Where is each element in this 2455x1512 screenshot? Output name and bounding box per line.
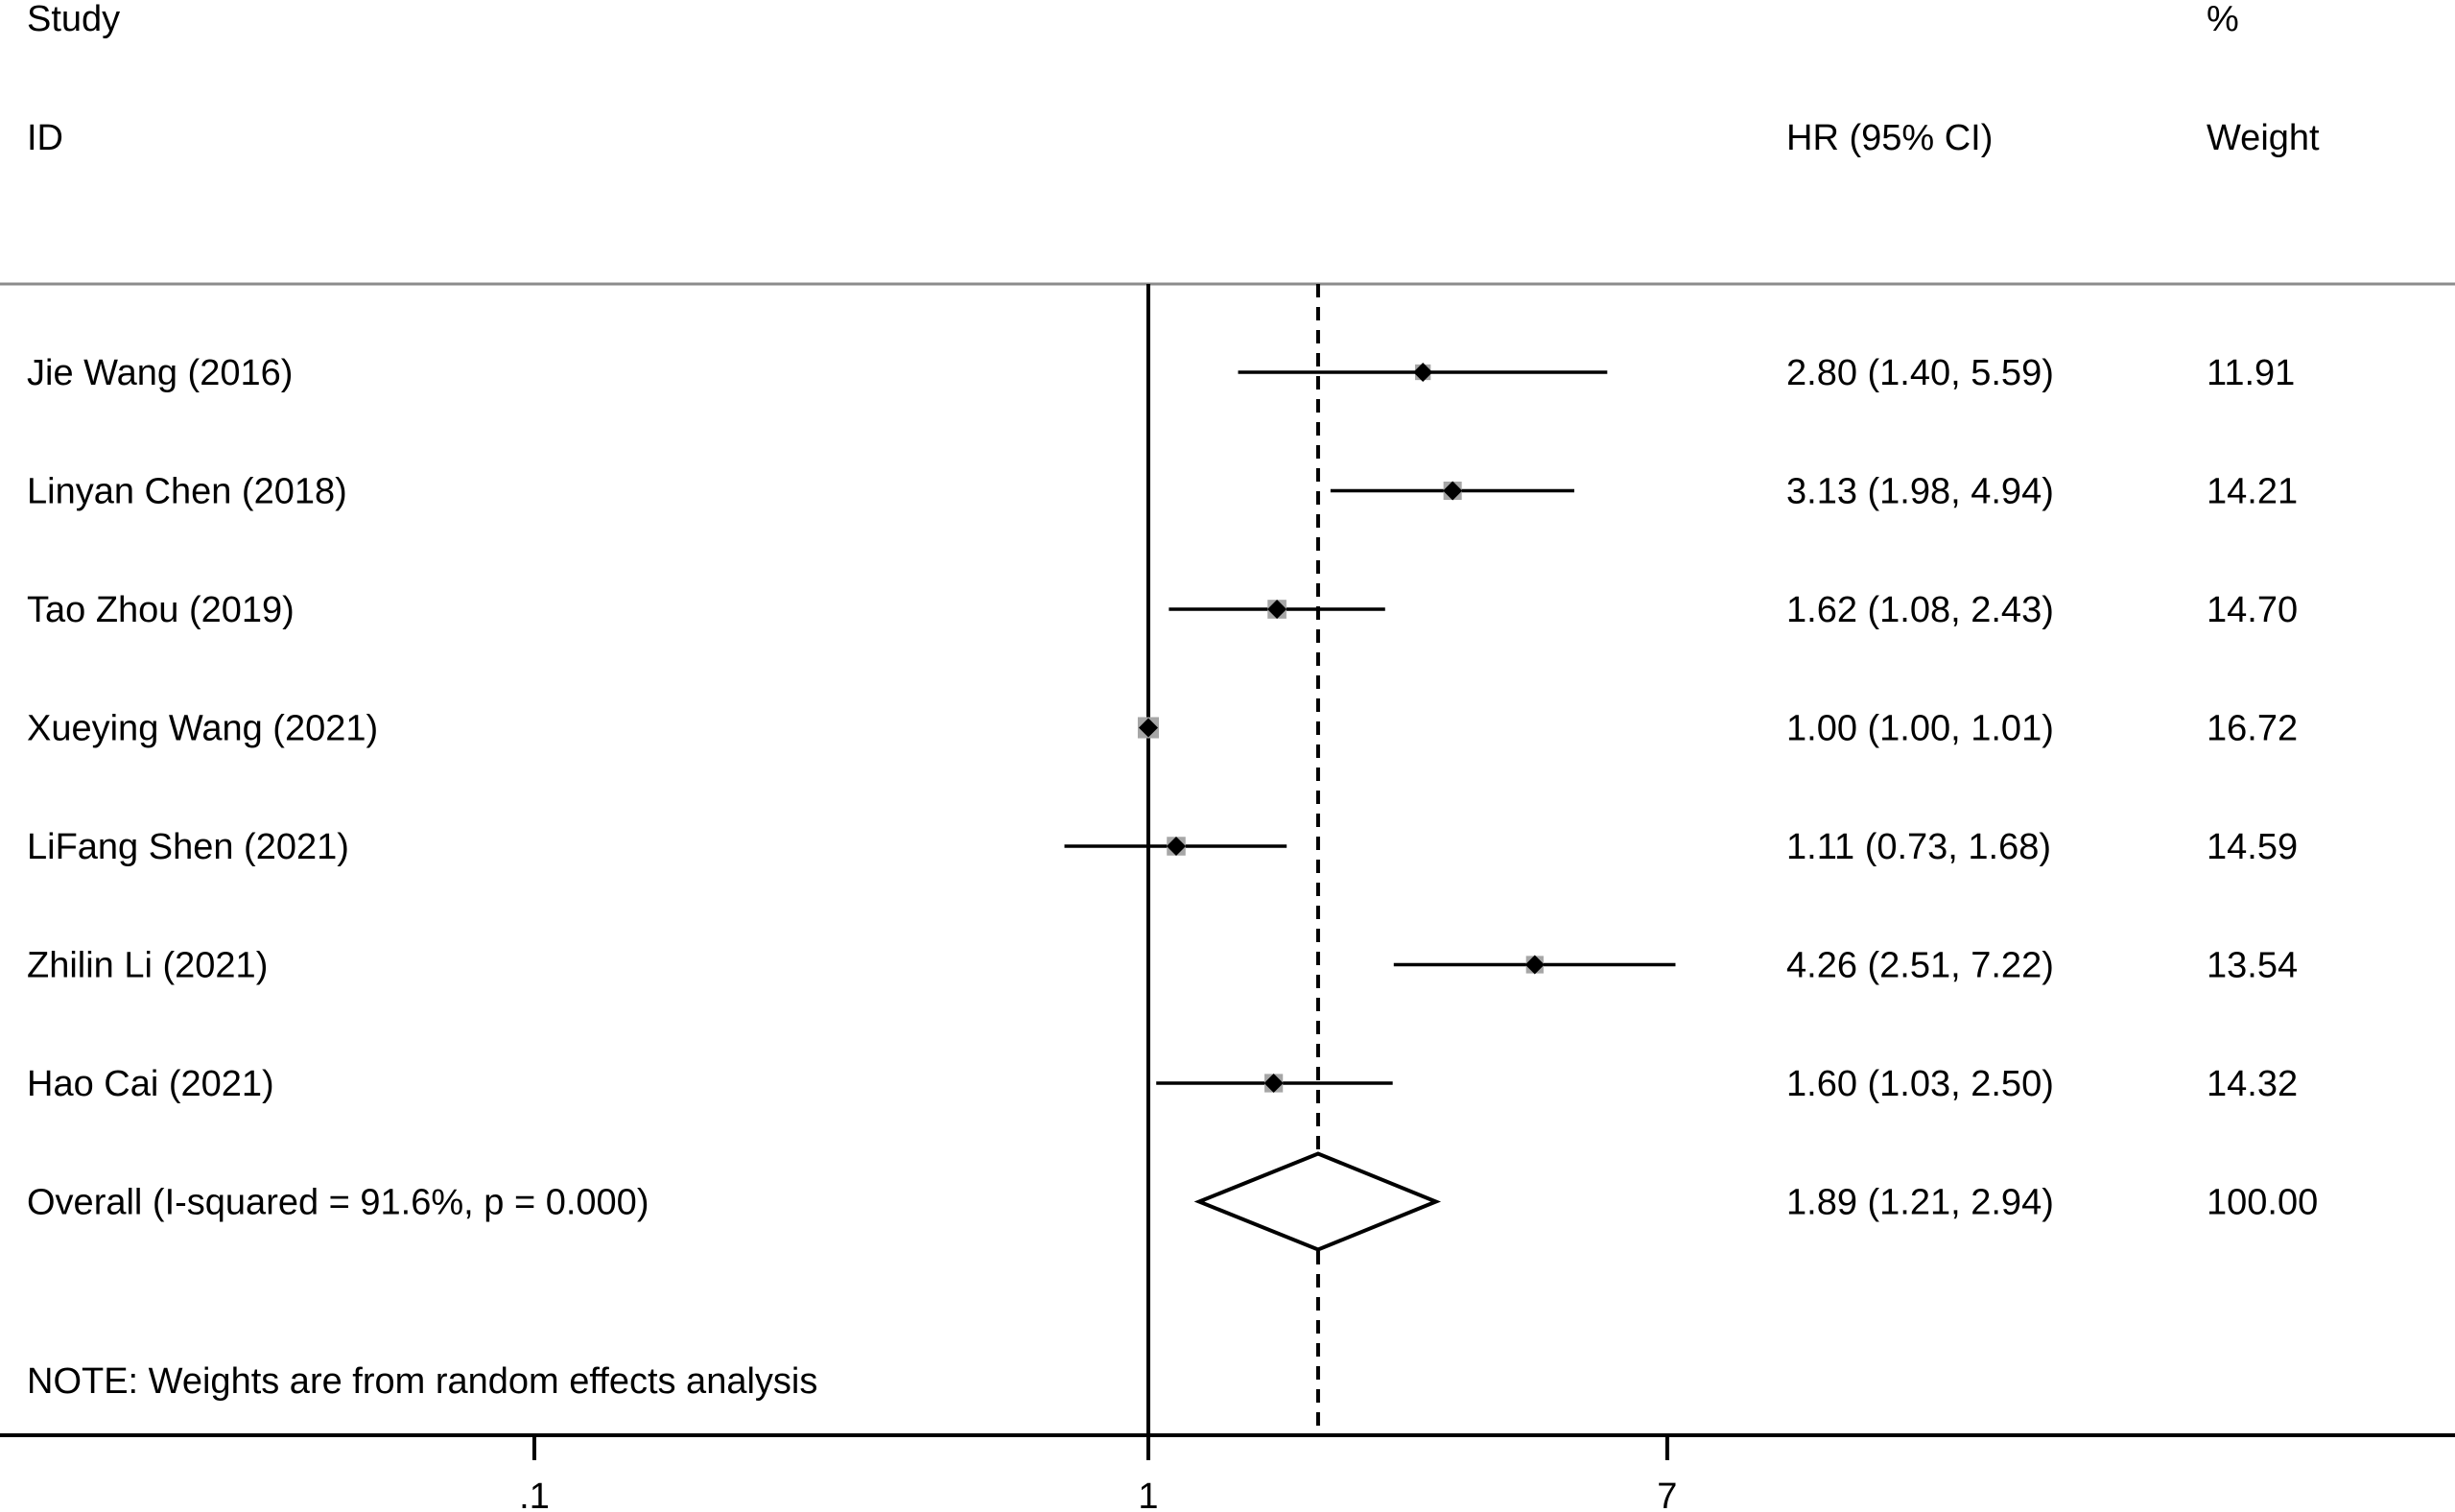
hr-ci-value: 1.60 (1.03, 2.50) <box>1786 1064 2054 1104</box>
overall-weight-value: 100.00 <box>2207 1183 2318 1223</box>
study-label: Zhilin Li (2021) <box>27 946 268 986</box>
point-estimate-marker <box>1524 955 1545 975</box>
study-row: LiFang Shen (2021) 1.11 (0.73, 1.68) 14.59 <box>27 827 2298 867</box>
header-hr-ci: HR (95% CI) <box>1786 118 1993 158</box>
overall-diamond <box>1193 1151 1442 1252</box>
header-percent: % <box>2207 0 2239 39</box>
study-row: Zhilin Li (2021) 4.26 (2.51, 7.22) 13.54 <box>27 946 2298 986</box>
weight-value: 13.54 <box>2207 946 2298 986</box>
point-estimate-marker <box>1267 600 1287 619</box>
study-label: Tao Zhou (2019) <box>27 590 295 630</box>
header-weight: Weight <box>2207 118 2320 158</box>
study-rows: Jie Wang (2016) 2.80 (1.40, 5.59) 11.91 Lin… <box>27 353 2298 1104</box>
study-row: Xueying Wang (2021) 1.00 (1.00, 1.01) 16.7… <box>27 709 2298 749</box>
study-row: Tao Zhou (2019) 1.62 (1.08, 2.43) 14.70 <box>27 590 2298 630</box>
x-tick-label: 7 <box>1657 1477 1677 1512</box>
x-tick-label: .1 <box>519 1477 550 1512</box>
x-tick-label: 1 <box>1138 1477 1158 1512</box>
study-row: Jie Wang (2016) 2.80 (1.40, 5.59) 11.91 <box>27 353 2295 393</box>
study-label: Linyan Chen (2018) <box>27 472 347 512</box>
header-id: ID <box>27 118 63 158</box>
study-label: Xueying Wang (2021) <box>27 709 378 749</box>
overall-row: Overall (I-squared = 91.6%, p = 0.000) 1.… <box>27 1151 2318 1252</box>
x-axis-ticks: .1 1 7 <box>519 1435 1677 1512</box>
point-estimate-marker <box>1263 1074 1284 1093</box>
header-study: Study <box>27 0 120 39</box>
study-label: LiFang Shen (2021) <box>27 827 349 867</box>
hr-ci-value: 1.11 (0.73, 1.68) <box>1786 827 2051 867</box>
weight-value: 14.59 <box>2207 827 2298 867</box>
point-estimate-marker <box>1413 363 1433 382</box>
point-estimate-marker <box>1139 718 1158 738</box>
point-estimate-marker <box>1443 481 1463 501</box>
study-row: Hao Cai (2021) 1.60 (1.03, 2.50) 14.32 <box>27 1064 2298 1104</box>
study-label: Jie Wang (2016) <box>27 353 293 393</box>
hr-ci-value: 1.00 (1.00, 1.01) <box>1786 709 2054 749</box>
weight-value: 11.91 <box>2207 353 2295 393</box>
hr-ci-value: 1.62 (1.08, 2.43) <box>1786 590 2054 630</box>
weight-value: 14.21 <box>2207 472 2298 512</box>
study-label: Hao Cai (2021) <box>27 1064 274 1104</box>
overall-label: Overall (I-squared = 91.6%, p = 0.000) <box>27 1183 649 1223</box>
hr-ci-value: 4.26 (2.51, 7.22) <box>1786 946 2054 986</box>
weight-value: 16.72 <box>2207 709 2298 749</box>
hr-ci-value: 3.13 (1.98, 4.94) <box>1786 472 2054 512</box>
overall-hr-ci-value: 1.89 (1.21, 2.94) <box>1786 1183 2054 1223</box>
hr-ci-value: 2.80 (1.40, 5.59) <box>1786 353 2054 393</box>
weight-value: 14.70 <box>2207 590 2298 630</box>
study-row: Linyan Chen (2018) 3.13 (1.98, 4.94) 14.21 <box>27 472 2298 512</box>
point-estimate-marker <box>1167 837 1187 856</box>
weight-value: 14.32 <box>2207 1064 2298 1104</box>
note-text: NOTE: Weights are from random effects an… <box>27 1361 817 1402</box>
